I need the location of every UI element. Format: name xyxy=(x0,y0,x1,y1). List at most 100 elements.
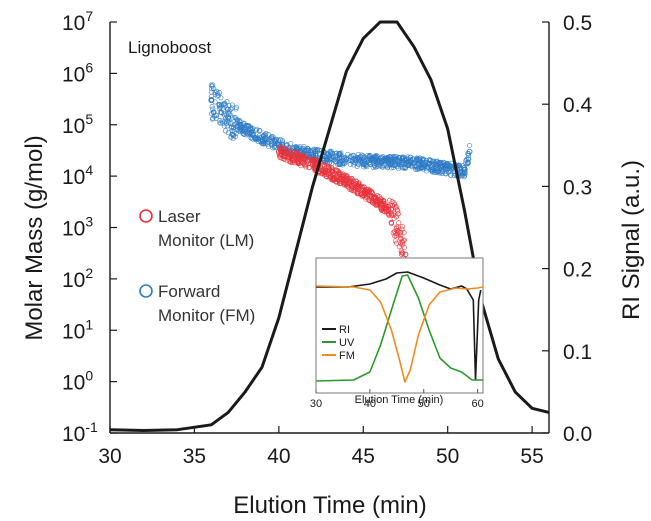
inset-chart: 30 40 50 60 xyxy=(310,257,484,410)
y-axis-right-title: RI Signal (a.u.) xyxy=(618,160,645,320)
scatter-marker xyxy=(310,148,316,154)
y-right-tick-label: 0.4 xyxy=(563,94,593,117)
y-right-tick-label: 0.3 xyxy=(563,176,592,199)
scatter-marker xyxy=(224,106,231,112)
scatter-marker xyxy=(396,244,402,250)
scatter-marker xyxy=(209,104,215,110)
scatter-marker xyxy=(332,153,338,159)
y-right-tick-label: 0.1 xyxy=(563,341,592,364)
scatter-marker xyxy=(366,193,372,199)
axes: 30 35 40 45 50 55 107 106 105 104 103 102 101 100 10-1… xyxy=(62,8,593,468)
y-left-tick-label: 102 xyxy=(62,265,93,292)
scatter-marker xyxy=(224,123,230,129)
scatter-marker xyxy=(414,157,420,163)
scatter-marker xyxy=(446,166,452,172)
scatter-marker xyxy=(245,129,251,135)
scatter-marker xyxy=(311,146,317,152)
scatter-marker xyxy=(217,104,223,110)
scatter-marker xyxy=(264,140,270,146)
scatter-marker xyxy=(252,135,259,141)
scatter-marker xyxy=(221,111,227,117)
scatter-marker xyxy=(400,250,406,256)
scatter-marker xyxy=(276,151,282,157)
scatter-marker xyxy=(358,191,364,197)
scatter-marker xyxy=(225,130,231,136)
scatter-marker xyxy=(256,127,262,134)
scatter-marker xyxy=(400,165,406,171)
scatter-marker xyxy=(399,226,405,232)
scatter-marker xyxy=(220,120,226,126)
scatter-marker xyxy=(420,165,426,171)
scatter-marker xyxy=(394,207,400,213)
scatter-marker xyxy=(283,151,289,157)
scatter-marker xyxy=(391,215,397,221)
scatter-marker xyxy=(360,153,366,159)
scatter-marker xyxy=(355,151,361,157)
scatter-marker xyxy=(353,185,359,191)
scatter-marker xyxy=(391,200,397,206)
scatter-marker xyxy=(436,170,443,176)
scatter-marker xyxy=(213,112,219,118)
scatter-marker xyxy=(439,166,445,172)
scatter-marker xyxy=(254,126,260,132)
scatter-marker xyxy=(376,194,382,200)
legend-marker-fm xyxy=(139,284,153,298)
inset-ri-line xyxy=(316,271,482,381)
scatter-marker xyxy=(344,173,350,179)
scatter-marker xyxy=(363,187,369,193)
y-left-tick-label: 101 xyxy=(62,316,93,343)
scatter-marker xyxy=(448,165,454,171)
scatter-marker xyxy=(314,146,320,153)
x-tick-label: 40 xyxy=(267,445,290,468)
scatter-marker xyxy=(332,150,338,157)
scatter-marker xyxy=(301,153,308,159)
scatter-marker xyxy=(419,161,425,167)
scatter-marker xyxy=(402,156,408,163)
y-right-tick-label: 0.5 xyxy=(563,12,592,35)
scatter-marker xyxy=(279,137,285,143)
scatter-marker xyxy=(373,201,379,207)
y-left-tick-label: 100 xyxy=(62,368,93,395)
scatter-marker xyxy=(226,116,232,122)
scatter-marker xyxy=(366,191,372,197)
y-left-tick-label: 104 xyxy=(62,162,93,189)
scatter-marker xyxy=(447,167,453,174)
scatter-marker xyxy=(321,162,327,168)
scatter-marker xyxy=(226,111,232,117)
scatter-marker xyxy=(312,159,318,166)
series-lm xyxy=(275,144,409,268)
scatter-marker xyxy=(372,199,379,205)
scatter-marker xyxy=(461,166,467,172)
scatter-marker xyxy=(209,86,215,92)
scatter-marker xyxy=(294,149,300,155)
scatter-marker xyxy=(430,168,436,175)
scatter-marker xyxy=(336,161,342,167)
scatter-marker xyxy=(284,142,290,148)
scatter-marker xyxy=(336,174,342,180)
inset-x-tick-label: 60 xyxy=(471,398,483,410)
scatter-marker xyxy=(324,174,330,180)
scatter-marker xyxy=(387,197,393,203)
scatter-marker xyxy=(436,159,442,165)
scatter-marker xyxy=(465,151,472,157)
scatter-marker xyxy=(302,157,308,163)
scatter-marker xyxy=(380,164,386,170)
legend-marker-lm xyxy=(139,209,153,223)
scatter-marker xyxy=(221,123,227,129)
scatter-marker xyxy=(377,163,384,169)
scatter-marker xyxy=(392,238,398,244)
scatter-marker xyxy=(420,156,426,162)
y-left-tick-label: 10-1 xyxy=(62,419,98,446)
scatter-marker xyxy=(217,118,223,124)
scatter-marker xyxy=(362,158,368,165)
scatter-marker xyxy=(208,93,214,100)
scatter-marker xyxy=(430,166,436,172)
scatter-marker xyxy=(352,156,358,162)
scatter-marker xyxy=(349,157,355,163)
scatter-marker xyxy=(388,220,394,226)
scatter-marker xyxy=(282,156,288,162)
scatter-marker xyxy=(401,237,407,243)
scatter-marker xyxy=(362,162,368,168)
ri-signal-line xyxy=(109,20,550,432)
scatter-marker xyxy=(347,186,353,192)
